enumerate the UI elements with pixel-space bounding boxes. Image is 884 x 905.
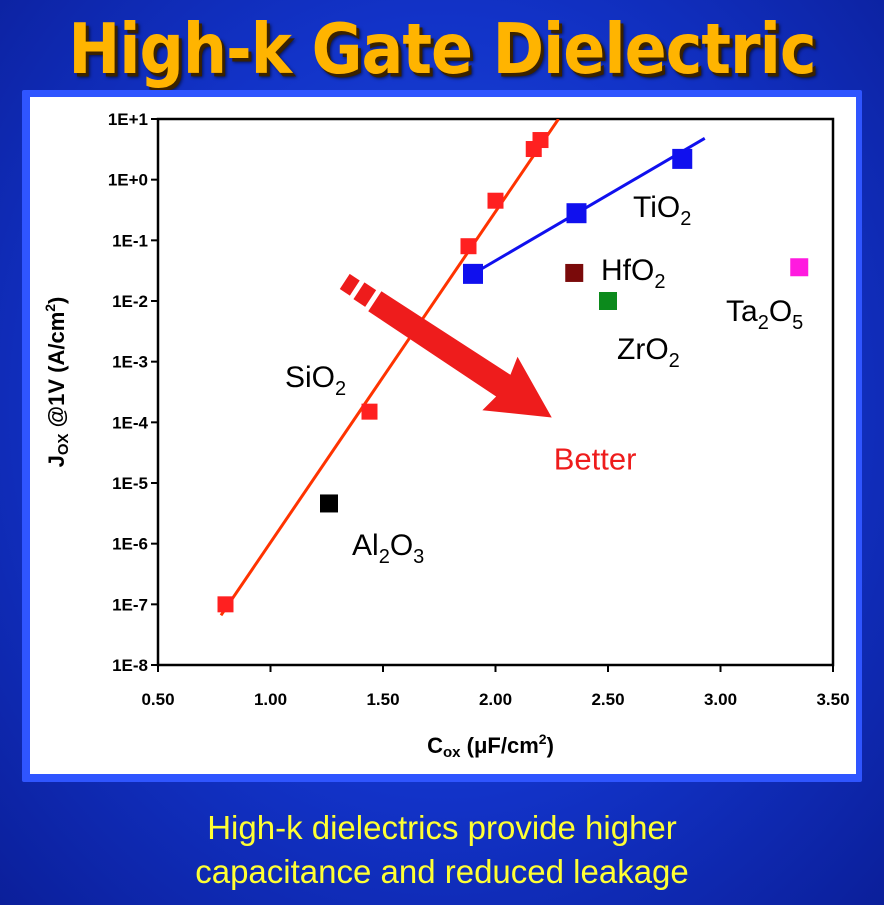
- arrow-dash: [339, 273, 360, 296]
- y-tick-label: 1E-8: [112, 656, 148, 675]
- sio2-label: SiO2: [285, 361, 346, 400]
- al2o3-point: [320, 494, 338, 513]
- zro2-label: ZrO2: [617, 333, 680, 372]
- x-tick-label: 1.50: [366, 690, 399, 709]
- y-tick-label: 1E-5: [112, 474, 148, 493]
- caption-line-2: capacitance and reduced leakage: [195, 853, 689, 890]
- sio2-point: [460, 238, 477, 255]
- y-tick-label: 1E-1: [112, 231, 148, 250]
- y-tick-label: 1E-7: [112, 595, 148, 614]
- better-label: Better: [554, 442, 637, 477]
- y-tick-label: 1E-2: [112, 292, 148, 311]
- tio2-point: [672, 148, 693, 169]
- sio2-point: [217, 596, 234, 613]
- y-tick-label: 1E+1: [108, 110, 148, 129]
- ta2o5-label: Ta2O5: [726, 295, 803, 334]
- x-tick-label: 3.50: [816, 690, 849, 709]
- tio2-point: [463, 263, 483, 284]
- zro2-point: [599, 292, 617, 310]
- x-tick-label: 0.50: [141, 690, 174, 709]
- arrow-dash: [353, 282, 377, 307]
- y-tick-label: 1E-3: [112, 353, 148, 372]
- caption: High-k dielectrics provide higher capaci…: [0, 806, 884, 894]
- x-axis-title: Cox (μF/cm2): [427, 731, 554, 761]
- y-tick-label: 1E+0: [108, 171, 148, 190]
- hfo2-point: [565, 263, 584, 282]
- ta2o5-point: [790, 258, 809, 277]
- better-arrow: [339, 273, 552, 418]
- x-tick-label: 3.00: [704, 690, 737, 709]
- slide-title: High-k Gate Dielectric: [68, 8, 816, 90]
- tio2-fit-line: [472, 137, 706, 276]
- arrow-body: [368, 291, 552, 418]
- x-tick-label: 1.00: [254, 690, 287, 709]
- chart-svg: 1E+1 1E+0 1E-1 1E-2 1E-3 1E-4 1E-5 1E-6 1E-7 1E-8…: [42, 110, 850, 761]
- y-axis-title: JOX @1V (A/cm2): [42, 297, 72, 468]
- hfo2-label: HfO2: [601, 254, 665, 293]
- tio2-point: [566, 203, 587, 224]
- x-tick-label: 2.00: [479, 690, 512, 709]
- x-tick-label: 2.50: [591, 690, 624, 709]
- y-tick-label: 1E-4: [112, 413, 148, 432]
- sio2-point: [361, 403, 378, 420]
- y-tick-label: 1E-6: [112, 535, 148, 554]
- sio2-point: [532, 132, 549, 149]
- al2o3-label: Al2O3: [352, 529, 424, 568]
- caption-line-1: High-k dielectrics provide higher: [207, 809, 677, 846]
- sio2-point: [487, 192, 504, 209]
- chart-panel: 1E+1 1E+0 1E-1 1E-2 1E-3 1E-4 1E-5 1E-6 1E-7 1E-8…: [30, 97, 856, 774]
- tio2-label: TiO2: [633, 191, 691, 230]
